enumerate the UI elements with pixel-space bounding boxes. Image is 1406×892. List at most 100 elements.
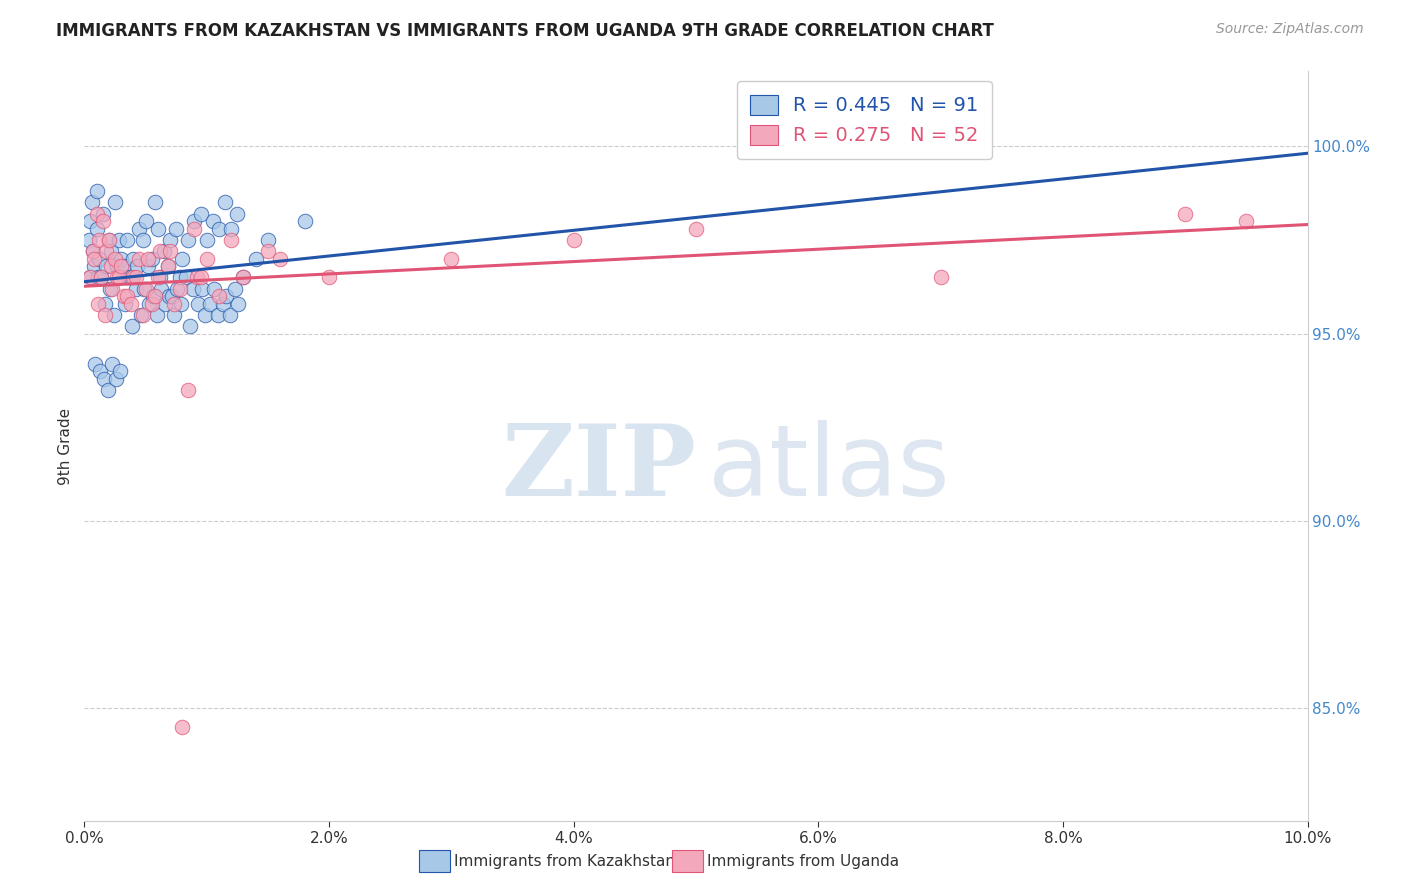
Point bbox=[186, 270, 208, 285]
Point bbox=[146, 270, 169, 285]
Point bbox=[143, 195, 166, 210]
Point bbox=[94, 308, 117, 322]
Point bbox=[125, 270, 148, 285]
Point bbox=[181, 282, 204, 296]
Point bbox=[215, 289, 238, 303]
Y-axis label: 9th Grade: 9th Grade bbox=[58, 408, 73, 484]
Point bbox=[207, 308, 229, 322]
Point bbox=[117, 270, 139, 285]
Point bbox=[87, 296, 110, 310]
Point bbox=[146, 221, 169, 235]
Point bbox=[1236, 214, 1258, 228]
Point bbox=[96, 259, 118, 273]
Point bbox=[82, 244, 104, 259]
Point bbox=[98, 282, 121, 296]
Point bbox=[121, 319, 143, 334]
Point bbox=[269, 252, 291, 266]
Point bbox=[135, 282, 157, 296]
Point bbox=[138, 296, 160, 310]
Point bbox=[1174, 207, 1197, 221]
Point bbox=[163, 308, 186, 322]
Point bbox=[159, 233, 181, 247]
Point bbox=[103, 308, 125, 322]
Point bbox=[89, 364, 111, 378]
Point bbox=[165, 221, 187, 235]
Point bbox=[163, 296, 186, 310]
Point bbox=[201, 214, 224, 228]
Point bbox=[104, 195, 127, 210]
Point bbox=[170, 296, 193, 310]
Text: Source: ZipAtlas.com: Source: ZipAtlas.com bbox=[1216, 22, 1364, 37]
Point bbox=[187, 296, 209, 310]
Point bbox=[183, 214, 205, 228]
Point bbox=[136, 252, 159, 266]
Point bbox=[114, 296, 136, 310]
Point bbox=[685, 221, 707, 235]
Point bbox=[82, 244, 104, 259]
Point bbox=[94, 296, 117, 310]
Point bbox=[96, 244, 118, 259]
Point bbox=[208, 289, 231, 303]
Text: Immigrants from Kazakhstan: Immigrants from Kazakhstan bbox=[454, 855, 675, 869]
Point bbox=[120, 270, 142, 285]
Point bbox=[83, 252, 105, 266]
Point bbox=[145, 308, 167, 322]
Point bbox=[101, 357, 124, 371]
Point bbox=[97, 233, 120, 247]
Point bbox=[177, 233, 200, 247]
Point bbox=[108, 364, 131, 378]
Text: IMMIGRANTS FROM KAZAKHSTAN VS IMMIGRANTS FROM UGANDA 9TH GRADE CORRELATION CHART: IMMIGRANTS FROM KAZAKHSTAN VS IMMIGRANTS… bbox=[56, 22, 994, 40]
Point bbox=[294, 214, 316, 228]
Point bbox=[179, 319, 201, 334]
Point bbox=[125, 282, 148, 296]
Point bbox=[162, 289, 184, 303]
Point bbox=[226, 207, 249, 221]
Legend: R = 0.445   N = 91, R = 0.275   N = 52: R = 0.445 N = 91, R = 0.275 N = 52 bbox=[737, 81, 993, 159]
Point bbox=[159, 244, 181, 259]
Point bbox=[169, 270, 191, 285]
Point bbox=[219, 221, 242, 235]
Point bbox=[97, 233, 120, 247]
Text: atlas: atlas bbox=[709, 420, 950, 517]
Point bbox=[211, 296, 233, 310]
Point bbox=[87, 233, 110, 247]
Point bbox=[136, 259, 159, 273]
Point bbox=[232, 270, 254, 285]
Point bbox=[104, 252, 127, 266]
Point bbox=[172, 252, 194, 266]
Point bbox=[132, 233, 155, 247]
Point bbox=[105, 270, 128, 285]
Point bbox=[87, 252, 110, 266]
Point bbox=[157, 289, 180, 303]
Point bbox=[90, 270, 112, 285]
Point bbox=[190, 270, 212, 285]
Point bbox=[93, 371, 115, 385]
Point bbox=[112, 289, 135, 303]
Point bbox=[91, 214, 114, 228]
Point bbox=[115, 289, 138, 303]
Point bbox=[232, 270, 254, 285]
Point bbox=[83, 259, 105, 273]
Point bbox=[149, 244, 172, 259]
Point bbox=[86, 221, 108, 235]
Point bbox=[79, 214, 101, 228]
Point bbox=[132, 308, 155, 322]
Point bbox=[87, 270, 110, 285]
Point bbox=[202, 282, 225, 296]
Point bbox=[208, 221, 231, 235]
Point bbox=[245, 252, 267, 266]
Point bbox=[122, 252, 145, 266]
Point bbox=[115, 233, 138, 247]
Point bbox=[142, 289, 165, 303]
Text: ZIP: ZIP bbox=[501, 420, 696, 517]
Point bbox=[195, 252, 218, 266]
Point bbox=[440, 252, 463, 266]
Point bbox=[214, 195, 236, 210]
Point bbox=[107, 270, 129, 285]
Point bbox=[122, 270, 145, 285]
Point bbox=[128, 221, 150, 235]
Point bbox=[134, 282, 156, 296]
Point bbox=[143, 289, 166, 303]
Point bbox=[219, 308, 242, 322]
Point bbox=[105, 371, 128, 385]
